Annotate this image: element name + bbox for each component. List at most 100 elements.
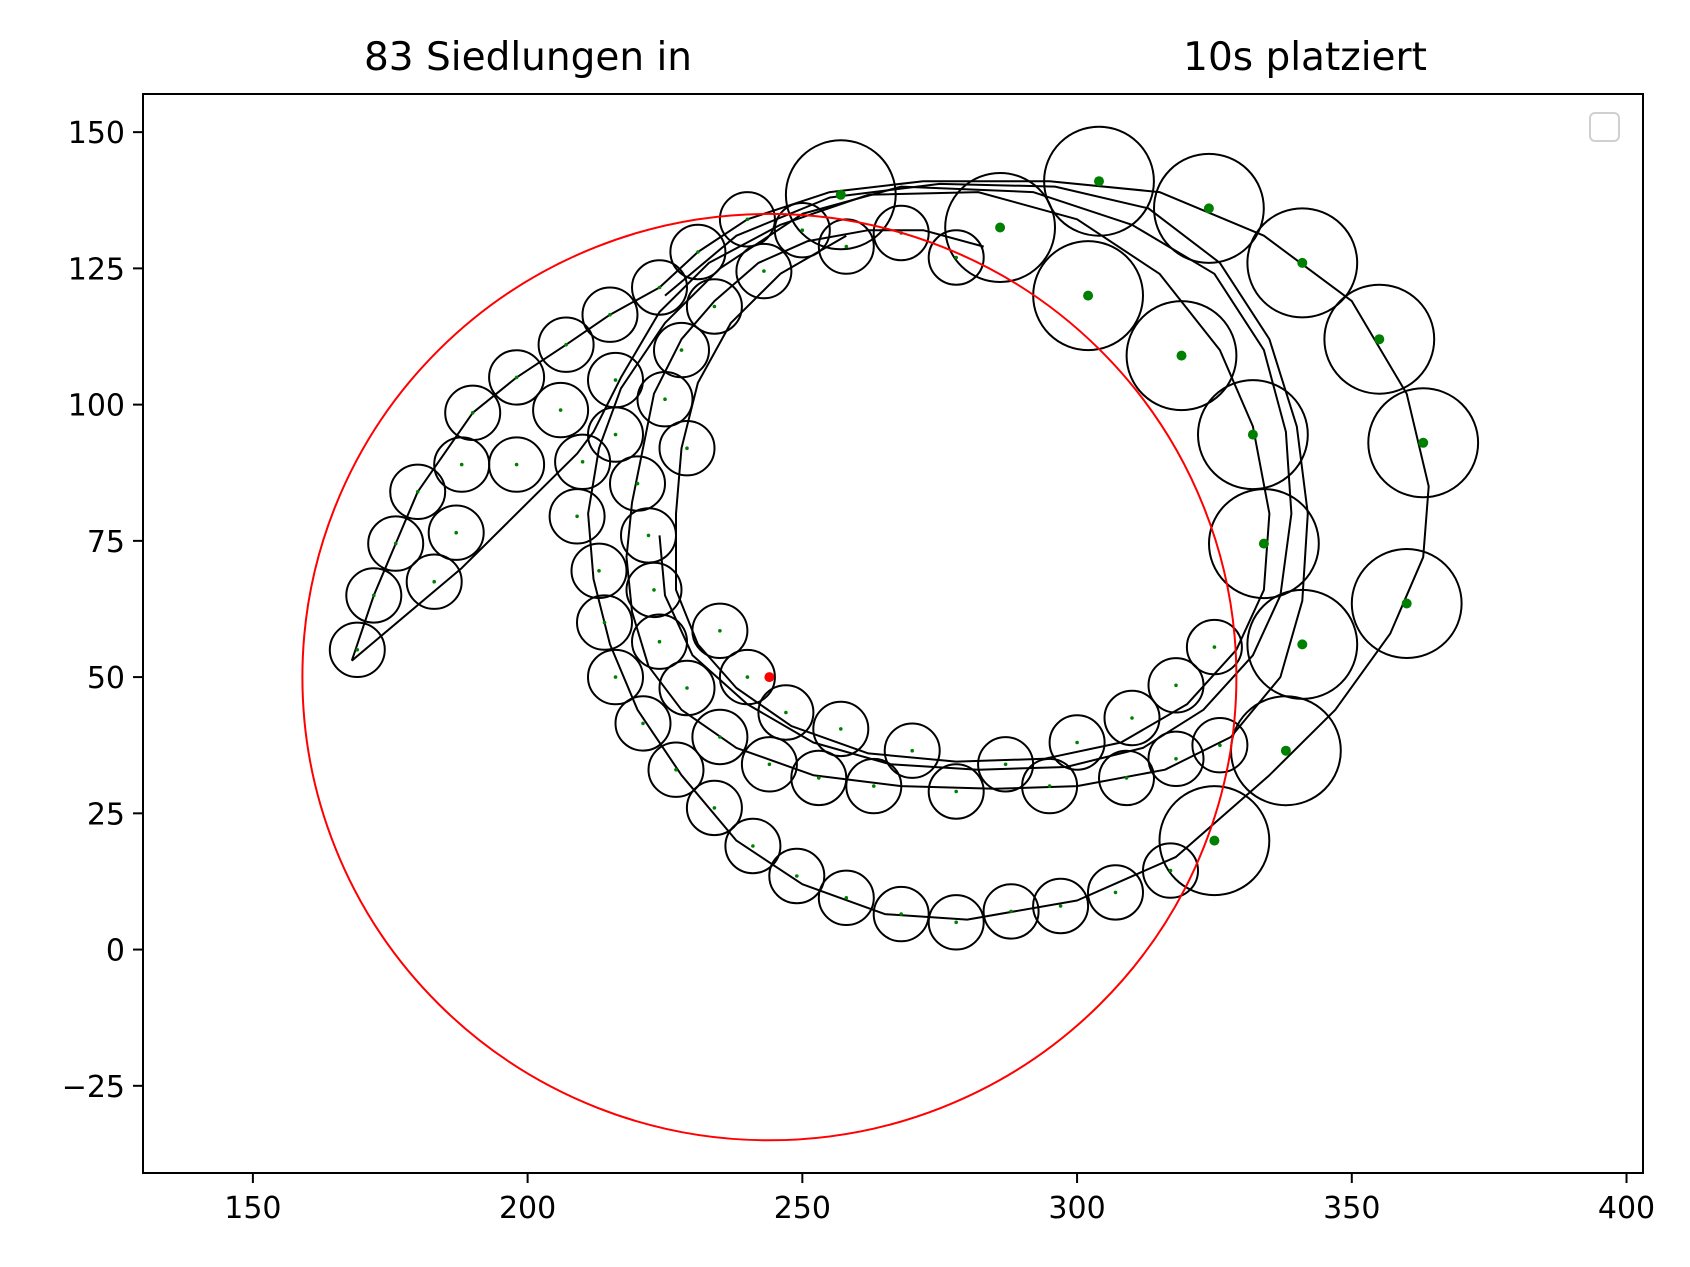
settlement-circle-14	[872, 204, 930, 262]
settlement-circle-71	[1098, 749, 1155, 807]
settlement-center-19	[1203, 203, 1214, 214]
settlement-circle-45	[570, 542, 628, 599]
settlement-center-28	[1176, 350, 1187, 361]
settlement-center-75	[745, 675, 750, 679]
settlement-circle-15	[927, 229, 985, 286]
settlement-circle-69	[927, 763, 985, 820]
title-left: 83 Siedlungen in	[364, 35, 692, 80]
settlement-center-2	[372, 593, 376, 598]
x-tick-label: 300	[1048, 1191, 1105, 1226]
settlement-circle-77	[812, 700, 870, 758]
settlement-center-11	[745, 217, 750, 222]
settlement-center-69	[954, 789, 958, 794]
settlement-circle-31	[1142, 842, 1199, 899]
settlement-center-1	[355, 648, 360, 652]
settlement-center-57	[663, 397, 667, 402]
settlement-center-44	[602, 620, 607, 625]
settlement-center-73	[1218, 743, 1222, 747]
settlement-center-15	[954, 255, 958, 260]
settlement-center-67	[817, 776, 821, 780]
settlement-circle-21	[1323, 283, 1436, 395]
settlement-circle-63	[631, 613, 688, 670]
settlement-circle-64	[658, 659, 716, 717]
y-axis: −25 0 25 50 75 100 125 150	[62, 116, 143, 1105]
settlement-center-38	[795, 874, 799, 878]
settlement-circle-43	[587, 648, 644, 706]
settlement-center-6	[514, 375, 519, 380]
settlement-center-45	[597, 569, 601, 573]
settlement-circle-18	[1043, 125, 1155, 237]
settlement-center-33	[1058, 904, 1063, 908]
settlement-center-61	[762, 269, 766, 273]
settlement-center-80	[1075, 740, 1079, 745]
settlement-circle-65	[691, 708, 749, 766]
settlement-center-37	[844, 896, 849, 900]
settlement-circle-61	[735, 242, 793, 300]
settlement-center-41	[674, 767, 678, 772]
settlement-circle-30	[1208, 488, 1320, 600]
settlement-circle-34	[982, 883, 1040, 940]
settlement-circle-60	[685, 278, 743, 335]
settlement-circle-35	[927, 894, 985, 951]
settlement-center-49	[514, 462, 519, 467]
plot-area	[301, 125, 1480, 1142]
settlement-circle-58	[658, 420, 716, 477]
settlement-circle-40	[685, 779, 743, 837]
settlement-center-25	[1280, 745, 1291, 756]
settlement-center-5	[470, 411, 475, 415]
settlement-center-72	[1174, 757, 1178, 761]
settlement-circle-41	[647, 741, 705, 798]
y-tick-label: 25	[87, 797, 125, 832]
settlement-circle-17	[944, 172, 1056, 283]
settlement-center-7	[564, 342, 568, 347]
settlement-center-64	[685, 686, 689, 690]
settlement-center-4	[415, 490, 420, 494]
settlement-center-46	[575, 514, 579, 519]
settlement-center-55	[635, 481, 640, 486]
settlement-circle-8	[581, 286, 639, 343]
settlement-center-16	[835, 189, 846, 200]
y-tick-label: 125	[68, 252, 125, 287]
settlement-center-39	[751, 844, 755, 848]
settlement-circle-50	[433, 436, 491, 493]
settlement-center-50	[459, 462, 464, 467]
settlement-center-10	[696, 250, 700, 254]
settlement-circle-20	[1246, 207, 1359, 319]
settlement-center-12	[800, 228, 805, 232]
x-tick-label: 250	[774, 1191, 831, 1226]
settlement-center-63	[657, 639, 662, 644]
settlement-center-42	[641, 721, 645, 726]
settlement-circle-73	[1191, 717, 1249, 774]
settlement-center-60	[712, 304, 717, 309]
settlement-circle-52	[405, 553, 463, 610]
x-tick-label: 400	[1598, 1191, 1655, 1226]
settlement-circle-38	[768, 847, 826, 905]
settlement-center-36	[899, 912, 903, 916]
settlement-circle-19	[1153, 152, 1265, 264]
settlement-center-76	[784, 710, 788, 715]
boundary-circle	[301, 212, 1238, 1142]
settlement-center-65	[718, 735, 722, 739]
settlement-center-21	[1374, 334, 1385, 345]
settlement-center-40	[712, 806, 717, 810]
settlement-circle-59	[653, 321, 710, 379]
settlement-center-24	[1297, 639, 1308, 650]
settlement-center-48	[558, 408, 563, 412]
x-tick-label: 350	[1323, 1191, 1380, 1226]
settlement-center-18	[1094, 176, 1104, 187]
settlement-circle-48	[532, 381, 590, 439]
settlement-circle-75	[718, 648, 776, 706]
title-right: 10s platziert	[1183, 35, 1427, 80]
settlement-circle-79	[977, 736, 1035, 793]
settlement-center-59	[679, 348, 684, 352]
settlement-circle-36	[872, 885, 930, 943]
x-tick-label: 150	[224, 1191, 281, 1226]
settlement-centers	[355, 176, 1429, 925]
settlement-circle-4	[389, 463, 447, 520]
settlement-circle-23	[1350, 548, 1463, 659]
y-tick-label: −25	[62, 1070, 125, 1105]
settlement-circle-22	[1367, 387, 1480, 499]
settlement-circle-28	[1125, 300, 1238, 412]
